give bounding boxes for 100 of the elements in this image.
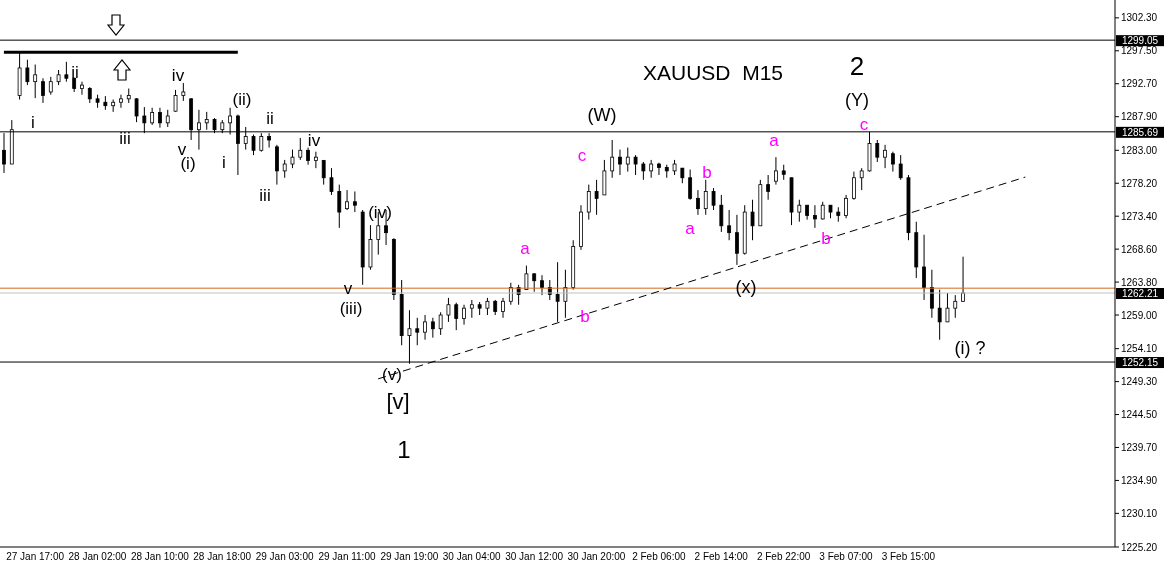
annotation: (iii) <box>339 298 363 318</box>
candlestick <box>423 314 427 341</box>
candlestick <box>945 292 950 323</box>
candlestick <box>618 149 622 176</box>
annotation: c <box>577 145 587 165</box>
candlestick <box>313 151 318 169</box>
candlestick <box>329 167 334 196</box>
candlestick <box>540 274 544 296</box>
x-tick-label: 2 Feb 22:00 <box>756 551 811 563</box>
candlestick <box>64 61 69 83</box>
candlestick <box>290 149 295 169</box>
candlestick <box>555 261 560 323</box>
y-tick-label: 1225.20 <box>1121 541 1158 553</box>
x-tick-label: 30 Jan 04:00 <box>442 551 502 563</box>
annotation: i <box>222 152 226 172</box>
candlestick <box>345 189 349 211</box>
annotation: iv <box>171 65 185 85</box>
candlestick <box>41 77 45 104</box>
y-tick-label: 1263.80 <box>1121 276 1158 288</box>
x-tick-label: 2 Feb 14:00 <box>694 551 749 563</box>
annotation: (ii) <box>232 89 252 109</box>
y-tick-label: 1268.60 <box>1121 243 1158 255</box>
candlestick <box>524 265 529 291</box>
annotation: a <box>520 238 530 258</box>
candlestick <box>633 154 638 176</box>
x-tick-label: 29 Jan 11:00 <box>318 551 376 563</box>
candlestick <box>321 159 326 186</box>
candlestick <box>813 204 817 229</box>
annotation: ii <box>71 62 79 82</box>
x-tick-label: 2 Feb 06:00 <box>632 551 686 563</box>
annotation: (Y) <box>845 90 869 110</box>
y-tick-label: 1278.20 <box>1121 177 1158 189</box>
candlestick <box>883 144 887 169</box>
candlestick <box>594 179 599 216</box>
x-tick-label: 28 Jan 18:00 <box>193 551 252 563</box>
y-tick-label: 1254.10 <box>1121 343 1158 355</box>
candlestick <box>797 199 802 223</box>
x-tick-label: 29 Jan 03:00 <box>255 551 314 563</box>
candlestick <box>462 304 466 326</box>
y-tick-label: 1287.90 <box>1121 111 1158 123</box>
candlestick <box>438 311 443 336</box>
candlestick <box>711 187 716 211</box>
x-tick-label: 28 Jan 02:00 <box>68 551 127 563</box>
annotation: iii <box>259 185 271 205</box>
candlestick <box>688 169 693 201</box>
candlestick <box>352 190 357 213</box>
candlestick <box>961 256 965 303</box>
text: XAUUSD M15 <box>643 61 784 84</box>
candlestick <box>33 64 38 99</box>
candlestick <box>727 209 732 241</box>
annotation: i <box>31 112 35 132</box>
candlestick <box>735 214 739 266</box>
x-tick-label: 29 Jan 19:00 <box>380 551 439 563</box>
candlestick <box>173 89 178 113</box>
candlestick <box>852 171 856 201</box>
annotation: (W) <box>587 105 617 125</box>
candlestick <box>703 179 708 216</box>
annotation: [v] <box>386 389 410 414</box>
candlestick <box>25 59 30 86</box>
ref-line-label: 1285.69 <box>1121 126 1159 138</box>
ref-line-label: 1299.05 <box>1121 35 1159 47</box>
candlestick <box>953 294 958 319</box>
ref-line-label: 1252.15 <box>1121 357 1159 369</box>
annotation: b <box>580 306 590 326</box>
candlestick <box>134 97 139 123</box>
annotation: (iv) <box>368 202 392 222</box>
y-tick-label: 1302.30 <box>1121 12 1158 24</box>
y-tick-label: 1273.40 <box>1121 210 1158 222</box>
y-tick-label: 1292.70 <box>1121 78 1158 90</box>
candlestick <box>898 154 903 181</box>
candlestick <box>657 162 661 176</box>
candlestick <box>563 269 568 319</box>
candlestick <box>929 269 934 319</box>
y-tick-label: 1230.10 <box>1121 507 1158 519</box>
candlestick <box>719 194 724 233</box>
y-tick-label: 1283.00 <box>1121 144 1158 156</box>
x-tick-label: 30 Jan 20:00 <box>567 551 626 563</box>
candlestick <box>251 134 256 156</box>
annotation: (v) <box>382 364 402 384</box>
candlestick <box>875 139 880 163</box>
x-tick-label: 30 Jan 12:00 <box>505 551 564 563</box>
candlestick <box>766 174 771 201</box>
candlestick <box>501 297 505 319</box>
candlestick <box>750 199 755 241</box>
candlestick <box>890 151 895 173</box>
x-tick-label: 28 Jan 10:00 <box>130 551 190 563</box>
candlestick <box>430 317 435 339</box>
candlestick <box>80 81 84 96</box>
candlestick <box>119 94 123 109</box>
candlestick <box>586 184 591 221</box>
x-tick-label: 3 Feb 15:00 <box>881 551 936 563</box>
annotation: a <box>685 218 695 238</box>
y-tick-label: 1249.30 <box>1121 376 1158 388</box>
candlestick <box>625 147 630 173</box>
y-tick-label: 1234.90 <box>1121 474 1158 486</box>
annotation: iv <box>307 130 321 150</box>
x-tick-label: 27 Jan 17:00 <box>6 551 65 563</box>
candlestick <box>844 194 848 219</box>
annotation: 2 <box>849 51 865 81</box>
y-tick-label: 1259.00 <box>1121 309 1158 321</box>
